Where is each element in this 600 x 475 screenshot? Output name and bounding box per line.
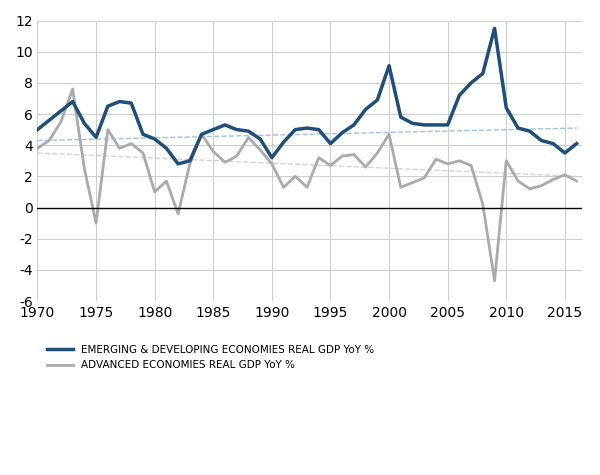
Legend: EMERGING & DEVELOPING ECONOMIES REAL GDP YoY %, ADVANCED ECONOMIES REAL GDP YoY : EMERGING & DEVELOPING ECONOMIES REAL GDP… xyxy=(43,341,379,374)
